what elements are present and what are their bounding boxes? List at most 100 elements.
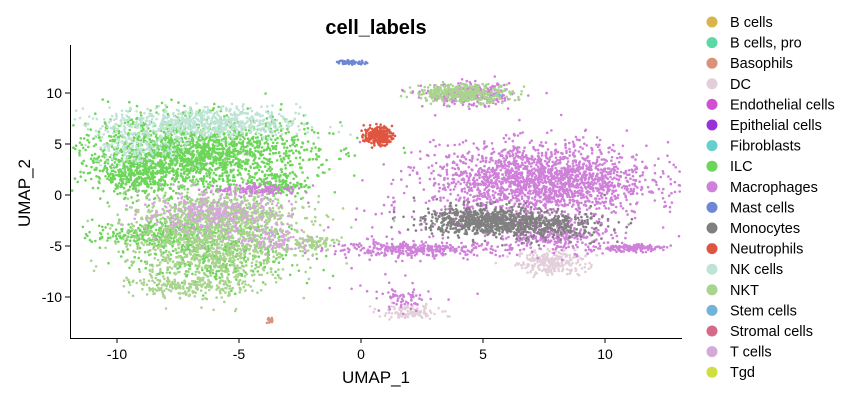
scatter-point <box>240 145 243 149</box>
scatter-point <box>95 175 98 178</box>
scatter-point <box>163 166 167 170</box>
scatter-point <box>97 155 101 158</box>
scatter-point <box>202 257 206 261</box>
scatter-point <box>390 182 393 186</box>
scatter-point <box>250 142 253 145</box>
scatter-point <box>439 196 442 199</box>
scatter-point <box>148 138 152 141</box>
scatter-point <box>210 153 214 156</box>
scatter-point <box>210 169 213 172</box>
scatter-point <box>157 154 160 157</box>
scatter-point <box>139 259 143 263</box>
scatter-point <box>429 311 433 315</box>
scatter-point <box>242 145 246 149</box>
scatter-point <box>547 188 550 191</box>
scatter-point <box>600 152 603 155</box>
scatter-point <box>160 101 164 105</box>
scatter-point <box>617 160 621 164</box>
scatter-point <box>433 312 436 316</box>
scatter-point <box>87 145 90 149</box>
scatter-point <box>282 152 286 155</box>
scatter-point <box>115 158 118 161</box>
scatter-point <box>143 181 146 185</box>
scatter-point <box>279 158 283 161</box>
scatter-point <box>172 150 175 154</box>
scatter-point <box>178 157 182 160</box>
scatter-point <box>149 182 153 186</box>
scatter-point <box>613 162 617 166</box>
scatter-point <box>557 265 560 268</box>
scatter-point <box>169 196 173 199</box>
scatter-point <box>177 187 181 190</box>
scatter-point <box>529 259 533 263</box>
scatter-point <box>110 135 113 138</box>
scatter-point <box>631 174 635 178</box>
scatter-point <box>403 314 407 318</box>
scatter-point <box>274 175 277 178</box>
scatter-point <box>101 98 104 101</box>
scatter-point <box>568 150 572 154</box>
scatter-point <box>461 141 465 144</box>
scatter-point <box>536 265 540 269</box>
scatter-point <box>554 203 558 207</box>
scatter-point <box>220 174 224 178</box>
scatter-point <box>266 317 270 321</box>
scatter-point <box>170 98 173 101</box>
scatter-point <box>556 158 559 162</box>
scatter-point <box>90 218 94 221</box>
scatter-point <box>316 155 319 158</box>
scatter-point <box>169 183 173 186</box>
scatter-point <box>575 262 578 265</box>
scatter-point <box>550 154 553 158</box>
scatter-point <box>131 122 134 125</box>
scatter-point <box>169 123 172 127</box>
scatter-point <box>134 187 138 190</box>
scatter-point <box>578 189 582 192</box>
scatter-point <box>634 184 637 188</box>
scatter-point <box>118 168 122 171</box>
scatter-point <box>235 156 238 159</box>
scatter-point <box>635 153 638 157</box>
scatter-point <box>214 277 217 280</box>
scatter-point <box>552 261 556 265</box>
scatter-point <box>485 145 489 148</box>
scatter-point <box>485 170 489 174</box>
scatter-point <box>285 146 289 149</box>
scatter-point <box>173 240 176 243</box>
scatter-point <box>261 281 265 284</box>
scatter-point <box>420 315 423 318</box>
series-points-2 <box>265 316 274 325</box>
scatter-point <box>97 175 101 179</box>
scatter-point <box>248 148 252 152</box>
scatter-point <box>584 270 587 274</box>
scatter-point <box>631 170 634 174</box>
scatter-point <box>195 161 198 164</box>
scatter-point <box>540 162 543 165</box>
scatter-point <box>669 178 672 181</box>
scatter-point <box>593 203 597 207</box>
scatter-point <box>481 175 484 179</box>
scatter-point <box>463 190 467 193</box>
scatter-point <box>101 228 105 232</box>
scatter-point <box>83 236 87 240</box>
scatter-point <box>328 168 331 171</box>
scatter-point <box>253 146 257 149</box>
scatter-point <box>298 151 301 155</box>
scatter-point <box>532 145 535 149</box>
scatter-point <box>103 148 106 152</box>
scatter-point <box>559 186 563 189</box>
scatter-point <box>212 159 215 163</box>
scatter-point <box>511 189 515 193</box>
scatter-point <box>128 185 132 189</box>
scatter-point <box>192 175 196 178</box>
scatter-point <box>81 225 85 229</box>
scatter-point <box>111 175 115 179</box>
scatter-point <box>290 149 293 152</box>
scatter-point <box>121 181 124 185</box>
scatter-point <box>419 311 423 314</box>
scatter-point <box>546 177 550 181</box>
scatter-point <box>522 149 526 153</box>
scatter-point <box>106 172 110 175</box>
scatter-point <box>238 150 241 154</box>
scatter-point <box>571 159 575 163</box>
